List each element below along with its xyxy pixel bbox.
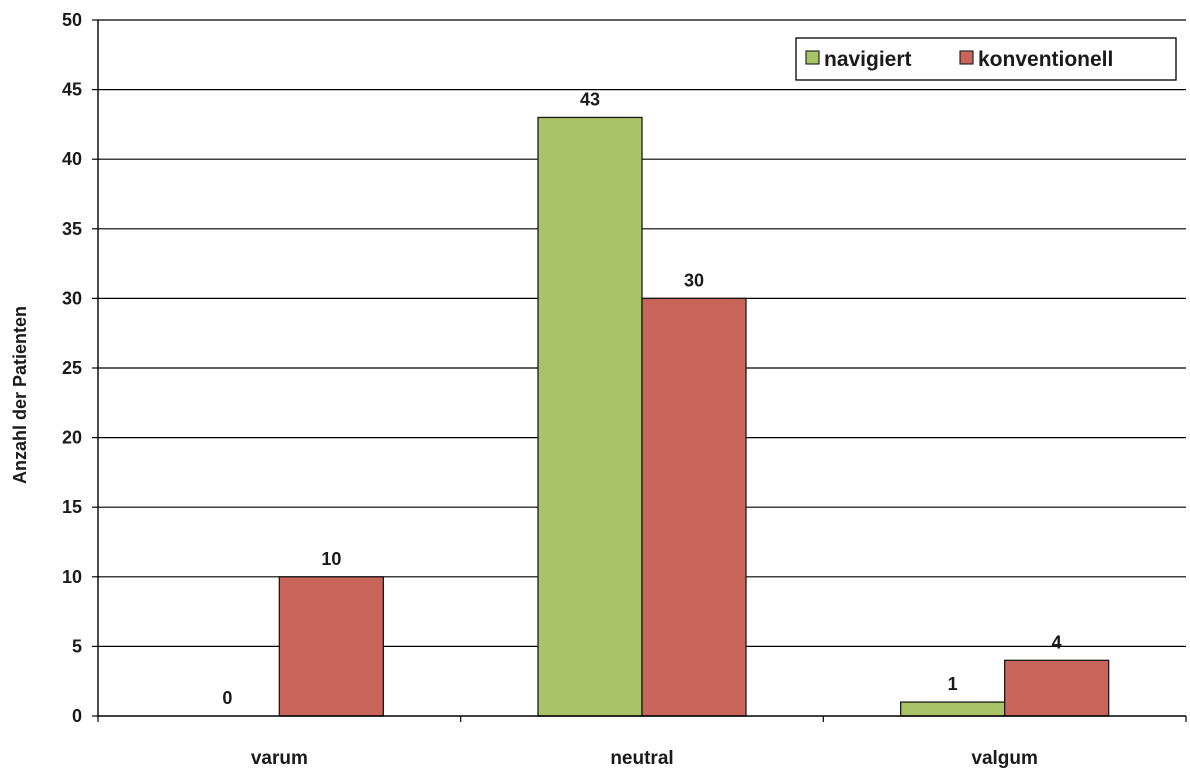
category-label-varum: varum	[251, 748, 308, 769]
y-tick-label-15: 15	[62, 497, 82, 517]
y-tick-label-45: 45	[62, 80, 82, 100]
data-label-konventionell-varum: 10	[321, 549, 341, 569]
bar-konventionell-valgum	[1004, 659, 1110, 717]
y-tick-label-25: 25	[62, 358, 82, 378]
category-label-valgum: valgum	[971, 748, 1038, 769]
bar-konventionell-varum	[278, 576, 384, 717]
data-label-konventionell-valgum: 4	[1052, 632, 1062, 652]
data-labels: 0 10 43 30 1 4	[222, 89, 1061, 708]
bar-navigiert-neutral	[537, 116, 643, 717]
y-tick-label-10: 10	[62, 567, 82, 587]
legend-box	[795, 37, 1177, 81]
y-tick-label-20: 20	[62, 428, 82, 448]
data-label-navigiert-valgum: 1	[948, 674, 958, 694]
bar-navigiert-valgum	[900, 701, 1006, 717]
y-tick-label-5: 5	[72, 636, 82, 656]
legend-swatch-navigiert	[805, 50, 820, 65]
legend-label-konventionell: konventionell	[978, 48, 1113, 71]
axes	[92, 19, 1187, 722]
data-label-konventionell-neutral: 30	[684, 270, 704, 290]
legend-label-navigiert: navigiert	[824, 48, 912, 71]
y-tick-label-0: 0	[72, 706, 82, 726]
bar-konventionell-neutral	[641, 297, 747, 717]
data-label-navigiert-varum: 0	[222, 688, 232, 708]
y-axis-label: Anzahl der Patienten	[10, 306, 30, 484]
legend: navigiert konventionell	[795, 37, 1177, 81]
y-tick-label-40: 40	[62, 149, 82, 169]
data-label-navigiert-neutral: 43	[580, 89, 600, 109]
bars	[278, 116, 1110, 717]
category-labels: varum neutral valgum	[251, 748, 1038, 769]
y-tick-labels: 0 5 10 15 20 25 30 35 40 45 50	[62, 10, 82, 726]
category-label-neutral: neutral	[610, 748, 673, 769]
y-tick-label-50: 50	[62, 10, 82, 30]
legend-swatch-konventionell	[959, 50, 974, 65]
y-tick-label-35: 35	[62, 219, 82, 239]
y-tick-label-30: 30	[62, 288, 82, 308]
